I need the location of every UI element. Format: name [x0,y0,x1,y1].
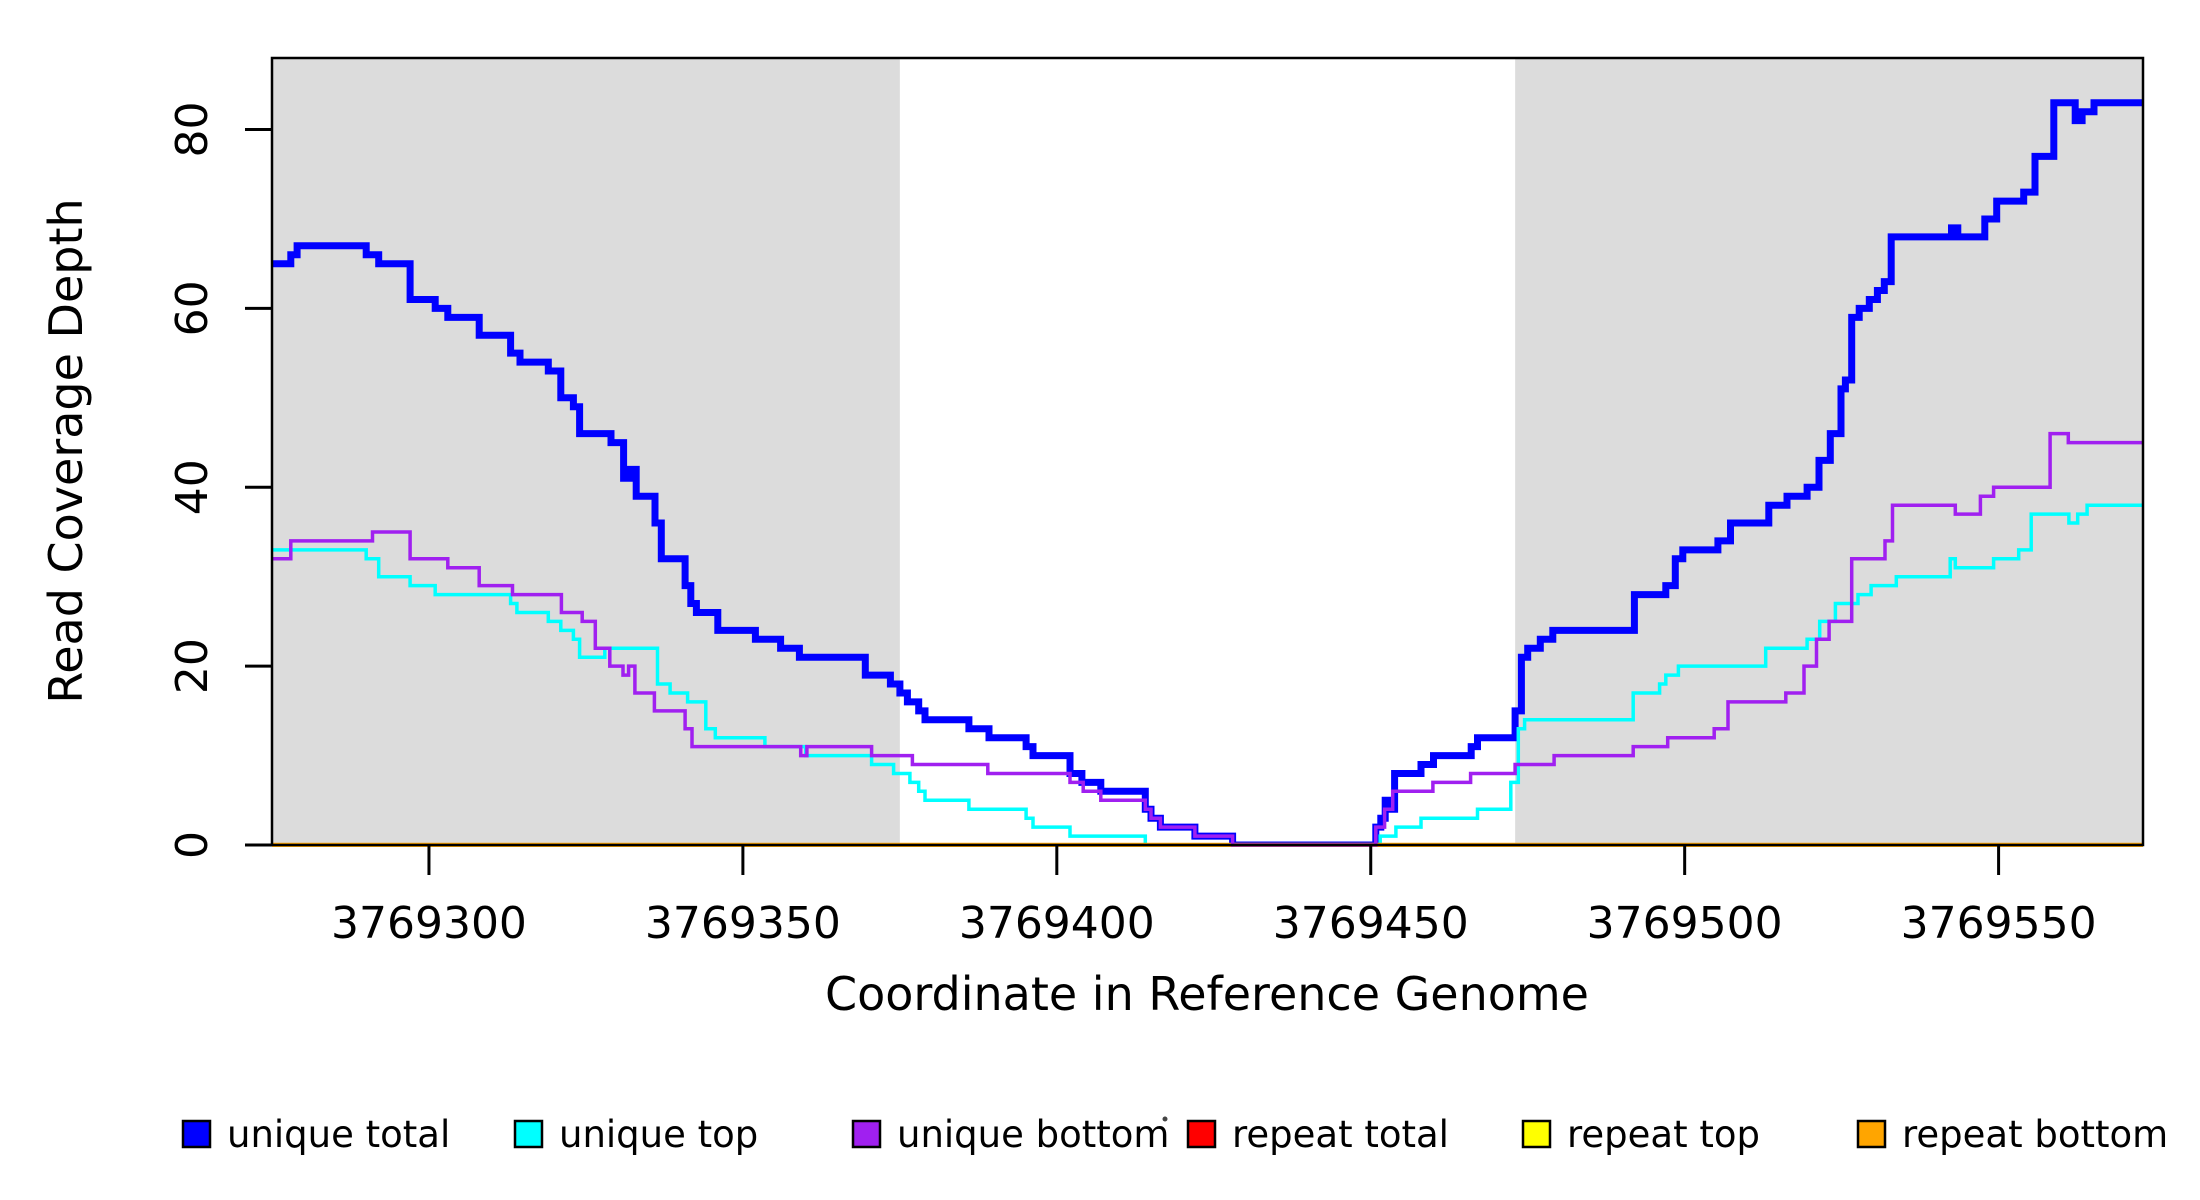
x-tick-label: 3769500 [1587,898,1783,949]
x-tick-label: 3769450 [1273,898,1469,949]
y-tick-label: 0 [167,831,218,859]
legend-label: unique total [227,1113,450,1156]
legend-item: repeat total [1186,1113,1449,1156]
legend-item: unique top [513,1113,758,1156]
legend-label: unique bottom [897,1113,1169,1156]
y-tick-label: 80 [167,102,218,158]
y-tick-label: 40 [167,459,218,515]
legend-swatch-unique-bottom [851,1119,882,1149]
legend-swatch-repeat-top [1521,1119,1552,1149]
series-line-unique-bottom [272,431,2143,847]
legend-item: repeat bottom [1856,1113,2168,1156]
x-tick-label: 3769300 [331,898,527,949]
legend-item: unique total [181,1113,450,1156]
shaded-regions [272,58,2143,845]
x-tick-label: 3769400 [959,898,1155,949]
y-tick-label: 20 [167,638,218,694]
y-axis-title: Read Coverage Depth [39,198,93,703]
legend: unique total unique top unique bottom re… [181,1113,2168,1156]
legend-swatch-repeat-total [1186,1119,1217,1149]
legend-swatch-repeat-bottom [1856,1119,1887,1149]
y-tick-label: 60 [167,280,218,336]
x-axis: 3769300 3769350 3769400 3769450 3769500 … [331,845,2097,1021]
y-axis: 0 20 40 60 80 Read Coverage Depth [39,102,272,859]
legend-swatch-unique-top [513,1119,544,1149]
series-line-unique-top [272,503,2143,847]
legend-item: repeat top [1521,1113,1760,1156]
x-tick-label: 3769550 [1901,898,2097,949]
legend-label: repeat top [1567,1113,1760,1156]
legend-label: unique top [559,1113,758,1156]
shaded-region-left [272,58,900,845]
legend-item: unique bottom [851,1113,1169,1156]
plot-box [270,56,2145,847]
x-axis-title: Coordinate in Reference Genome [825,967,1589,1021]
legend-label: repeat total [1232,1113,1449,1156]
x-tick-label: 3769350 [645,898,841,949]
stray-dot [1162,1116,1168,1122]
legend-label: repeat bottom [1902,1113,2168,1156]
legend-swatch-unique-total [181,1119,212,1149]
